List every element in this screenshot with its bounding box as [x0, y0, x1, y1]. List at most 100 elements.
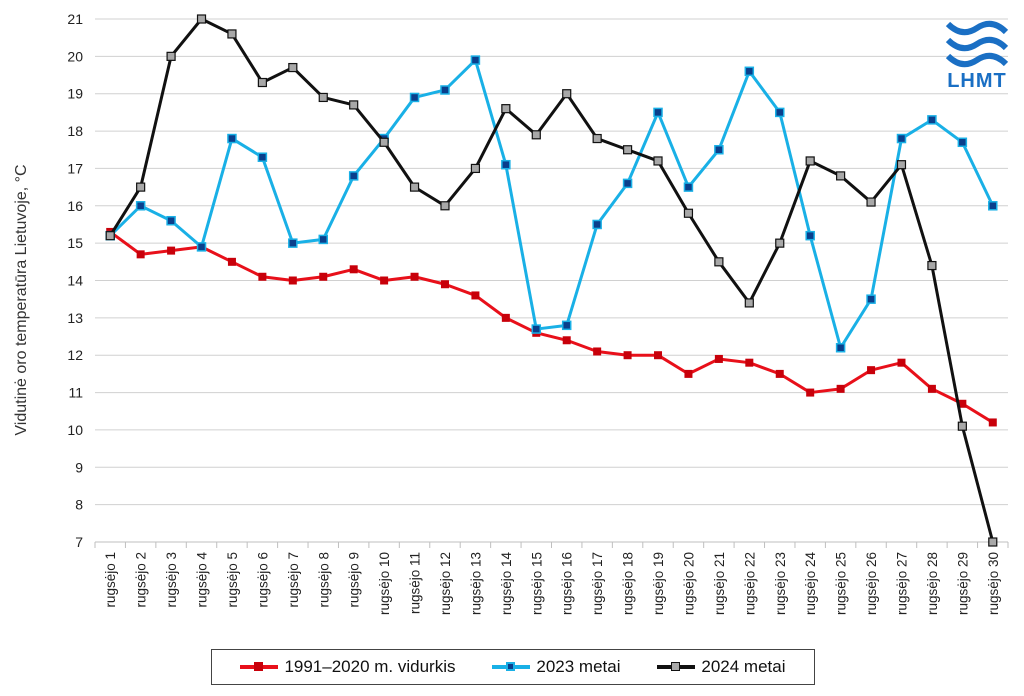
data-point — [927, 115, 937, 125]
x-tick-label: rugsėjo 9 — [347, 552, 362, 608]
data-point — [806, 388, 815, 397]
data-point — [227, 257, 236, 266]
data-point — [805, 156, 815, 166]
data-point — [196, 14, 207, 24]
data-point — [227, 133, 237, 144]
data-point — [288, 62, 298, 73]
x-tick-label: rugsėjo 24 — [803, 552, 818, 616]
data-point — [927, 260, 937, 271]
data-point — [896, 133, 907, 144]
data-point — [866, 197, 876, 207]
legend-swatch-2023 — [492, 661, 531, 673]
y-tick-label: 15 — [67, 235, 83, 251]
data-point — [988, 418, 997, 427]
y-tick-label: 18 — [67, 123, 83, 139]
logo-text: LHMT — [947, 70, 1007, 92]
x-tick-label: rugsėjo 6 — [255, 552, 270, 608]
series-0 — [106, 227, 997, 427]
y-axis-label: Vidutinė oro temperatūra Lietuvoje, °C — [13, 164, 30, 435]
y-tick-label: 20 — [67, 48, 83, 64]
y-axis-ticks: 7 8 9 10 11 12 13 14 15 16 17 18 19 20 21 — [67, 11, 83, 550]
data-point — [410, 272, 419, 281]
data-point — [867, 366, 876, 375]
series-line — [109, 230, 994, 424]
data-point — [318, 92, 328, 103]
x-tick-label: rugsėjo 28 — [925, 552, 940, 615]
y-tick-label: 13 — [67, 310, 83, 326]
x-tick-label: rugsėjo 14 — [499, 552, 514, 616]
series-2 — [105, 14, 998, 547]
data-point — [896, 160, 907, 170]
data-point — [654, 351, 663, 360]
y-tick-label: 9 — [75, 459, 83, 475]
data-point — [257, 77, 267, 88]
y-tick-label: 17 — [67, 160, 83, 176]
x-tick-label: rugsėjo 25 — [834, 552, 849, 615]
data-point — [593, 347, 602, 356]
data-point — [166, 51, 176, 61]
data-point — [105, 231, 115, 241]
data-point — [167, 246, 176, 255]
x-tick-label: rugsėjo 15 — [529, 552, 544, 615]
data-point — [684, 369, 693, 378]
grid-lines — [94, 18, 1009, 548]
data-point — [714, 145, 724, 155]
data-point — [714, 257, 724, 267]
y-tick-label: 12 — [67, 347, 83, 363]
data-point — [897, 358, 906, 367]
series-line — [108, 17, 995, 543]
data-point — [258, 272, 267, 281]
data-point — [440, 85, 450, 95]
x-tick-label: rugsėjo 20 — [681, 552, 696, 615]
data-point — [958, 399, 967, 408]
data-point — [471, 291, 480, 300]
legend-swatch-avg — [240, 661, 279, 673]
x-axis-ticks: rugsėjo 1 rugsėjo 2 rugsėjo 3 rugsėjo 4 rugs… — [103, 552, 1001, 616]
x-tick-label: rugsėjo 17 — [590, 552, 605, 615]
data-point — [409, 182, 420, 192]
legend-label-2024: 2024 metai — [701, 657, 786, 676]
data-point — [927, 384, 936, 393]
data-point — [409, 92, 420, 103]
data-point — [714, 354, 723, 363]
x-tick-label: rugsėjo 1 — [103, 552, 118, 608]
data-point — [227, 29, 237, 39]
data-point — [531, 130, 541, 140]
data-point — [957, 137, 968, 148]
data-point — [775, 369, 784, 378]
data-point — [288, 276, 297, 285]
y-tick-label: 14 — [67, 273, 83, 289]
x-tick-label: rugsėjo 2 — [134, 552, 149, 608]
x-tick-label: rugsėjo 27 — [894, 552, 909, 615]
data-point — [775, 238, 785, 248]
x-tick-label: rugsėjo 29 — [955, 552, 970, 615]
data-point — [561, 320, 572, 331]
data-point — [196, 242, 207, 252]
x-tick-label: rugsėjo 3 — [164, 552, 179, 608]
data-point — [653, 156, 663, 166]
data-point — [745, 358, 754, 367]
x-tick-label: rugsėjo 4 — [195, 552, 210, 608]
data-point — [775, 107, 785, 118]
data-point — [349, 100, 359, 110]
x-tick-label: rugsėjo 8 — [316, 552, 331, 608]
data-point — [592, 133, 602, 144]
data-point — [683, 208, 694, 218]
x-tick-label: rugsėjo 22 — [742, 552, 757, 615]
legend-label-2023: 2023 metai — [536, 657, 621, 676]
series-1 — [105, 55, 998, 353]
data-point — [470, 55, 481, 65]
data-point — [562, 89, 572, 99]
data-point — [257, 152, 268, 162]
data-point — [683, 182, 694, 192]
x-tick-label: rugsėjo 13 — [468, 552, 483, 615]
x-tick-label: rugsėjo 18 — [621, 552, 636, 615]
data-point — [470, 163, 481, 174]
x-tick-label: rugsėjo 7 — [286, 552, 301, 608]
x-tick-label: rugsėjo 5 — [225, 552, 240, 608]
x-tick-label: rugsėjo 12 — [438, 552, 453, 615]
chart-legend: 1991–2020 m. vidurkis 2023 metai 2024 me… — [211, 649, 815, 685]
data-point — [957, 421, 967, 431]
x-tick-label: rugsėjo 21 — [712, 552, 727, 615]
